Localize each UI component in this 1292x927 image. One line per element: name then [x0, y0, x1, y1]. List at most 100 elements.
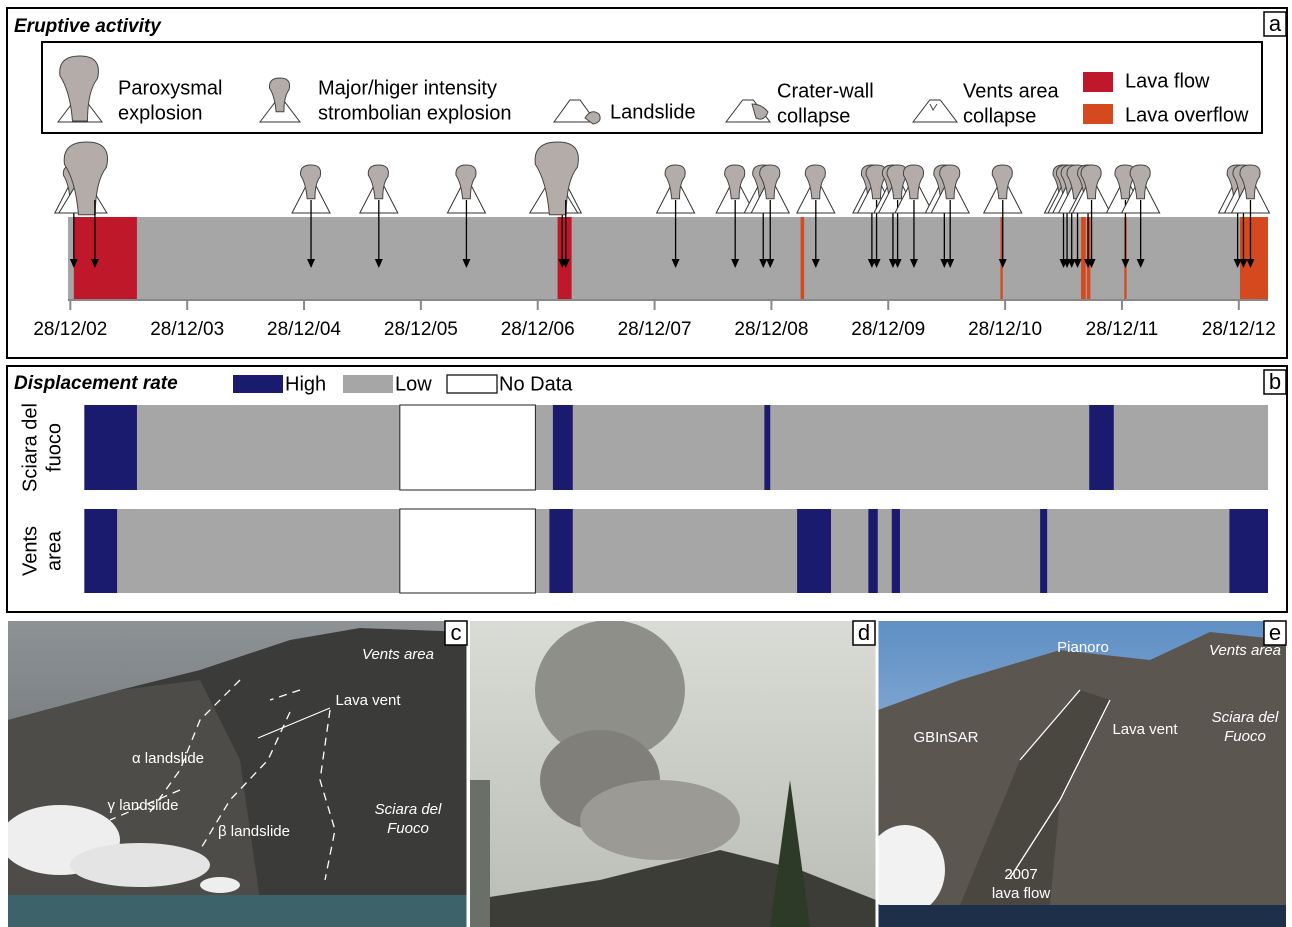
no-data: [399, 404, 536, 491]
high-rate: [891, 509, 900, 593]
plume-icon: [939, 164, 961, 200]
photo-annotation: γ landslide: [108, 797, 179, 814]
landslide-outline: [319, 709, 336, 881]
plume-icon: [759, 164, 781, 200]
arrow-head: [462, 259, 471, 268]
high-rate: [868, 509, 878, 593]
legend-swatch: [1083, 104, 1113, 124]
legend-swatch: [343, 375, 393, 393]
legend-label: Major/higer intensity: [318, 77, 497, 99]
photo-annotation: lava flow: [992, 885, 1051, 902]
arrow-head: [946, 259, 955, 268]
arrow-head: [759, 259, 768, 268]
photo-annotation: 2007: [1004, 866, 1037, 883]
plume-icon: [865, 164, 887, 200]
lava-flow: [557, 217, 572, 300]
legend: Paroxysmal explosion Major/higer intensity…: [56, 55, 1249, 127]
legend-label: Lava flow: [1125, 70, 1210, 92]
arrow-head: [909, 259, 918, 268]
legend-swatch: [233, 375, 283, 393]
arrow-head: [1121, 259, 1130, 268]
lava-overflow: [1000, 217, 1003, 300]
arrow-head: [561, 259, 570, 268]
plume-icon: [59, 55, 99, 122]
explosion-event: [750, 164, 791, 268]
row-label: fuoco: [43, 423, 65, 472]
arrow-head: [671, 259, 680, 268]
plume-icon: [534, 141, 579, 216]
photo-annotation: Fuoco: [387, 820, 429, 837]
plume-icon: [268, 77, 291, 113]
explosion-event: [982, 164, 1023, 268]
high-rate: [1089, 405, 1114, 490]
explosion-event: [1230, 164, 1271, 268]
legend-label: High: [285, 373, 326, 395]
arrow-head: [1246, 259, 1255, 268]
plume-icon: [804, 164, 826, 200]
legend-swatch: [446, 374, 498, 394]
plume-icon: [902, 164, 924, 200]
panel-label: c: [451, 620, 462, 645]
paroxysm-event: [57, 141, 108, 268]
x-tick-label: 28/12/03: [150, 319, 224, 340]
plume-icon: [1129, 164, 1151, 200]
panel-label-box: [1263, 369, 1287, 395]
photo-annotation: Lava vent: [1112, 721, 1178, 738]
x-tick-label: 28/12/02: [33, 319, 107, 340]
explosion-event: [930, 164, 971, 268]
panel-label-box: [444, 620, 468, 646]
photo-d: [470, 621, 876, 927]
x-tick-label: 28/12/04: [267, 319, 341, 340]
panel-b-title: Displacement rate: [14, 373, 178, 394]
photo-annotation: Fuoco: [1224, 728, 1266, 745]
x-tick-label: 28/12/09: [851, 319, 925, 340]
arrow-head: [998, 259, 1007, 268]
arrow-head: [811, 259, 820, 268]
arrow-head: [766, 259, 775, 268]
timeline-bar: [68, 217, 1268, 300]
panel-b-frame: [6, 365, 1288, 613]
x-tick-label: 28/12/05: [384, 319, 458, 340]
photo-annotation: Sciara del: [375, 801, 442, 818]
plume-icon: [991, 164, 1013, 200]
legend-label: collapse: [777, 105, 850, 127]
row-bar: [84, 405, 1269, 490]
explosion-event: [715, 164, 756, 268]
x-tick-label: 28/12/07: [618, 319, 692, 340]
arrow-head: [374, 259, 383, 268]
lava-overflow: [800, 217, 805, 300]
high-rate: [764, 405, 771, 490]
photo-annotation: α landslide: [132, 750, 204, 767]
x-tick-label: 28/12/08: [734, 319, 808, 340]
volcano-icon: [911, 99, 959, 123]
panel-a-title: Eruptive activity: [14, 16, 162, 37]
plume-icon: [664, 164, 686, 200]
legend-label: Crater-wall: [777, 80, 874, 102]
high-rate: [797, 509, 831, 593]
plume-icon: [1080, 164, 1102, 200]
high-rate: [1040, 509, 1048, 593]
explosion-event: [291, 164, 331, 268]
plume-icon: [300, 164, 322, 200]
photo-annotation: β landslide: [218, 823, 290, 840]
legend-label: strombolian explosion: [318, 102, 511, 124]
panel-label: b: [1269, 369, 1281, 394]
high-rate: [84, 509, 118, 593]
landslide-outline: [269, 689, 301, 701]
arrow-head: [731, 259, 740, 268]
plume-icon: [886, 164, 908, 200]
legend-label: Low: [395, 373, 432, 395]
panel-label: e: [1269, 620, 1281, 645]
photo-e: [878, 621, 1286, 927]
arrow-head: [307, 259, 316, 268]
explosion-event: [1120, 164, 1161, 268]
explosion-event: [655, 164, 696, 268]
x-tick-label: 28/12/11: [1086, 319, 1159, 340]
row-label: Vents: [19, 526, 41, 576]
legend-label: Paroxysmal: [118, 77, 222, 99]
plume-icon: [1239, 164, 1261, 200]
panel-label-box: [1263, 620, 1287, 646]
x-tick-label: 28/12/06: [501, 319, 575, 340]
no-data: [399, 508, 536, 594]
legend-label: Lava overflow: [1125, 104, 1249, 126]
